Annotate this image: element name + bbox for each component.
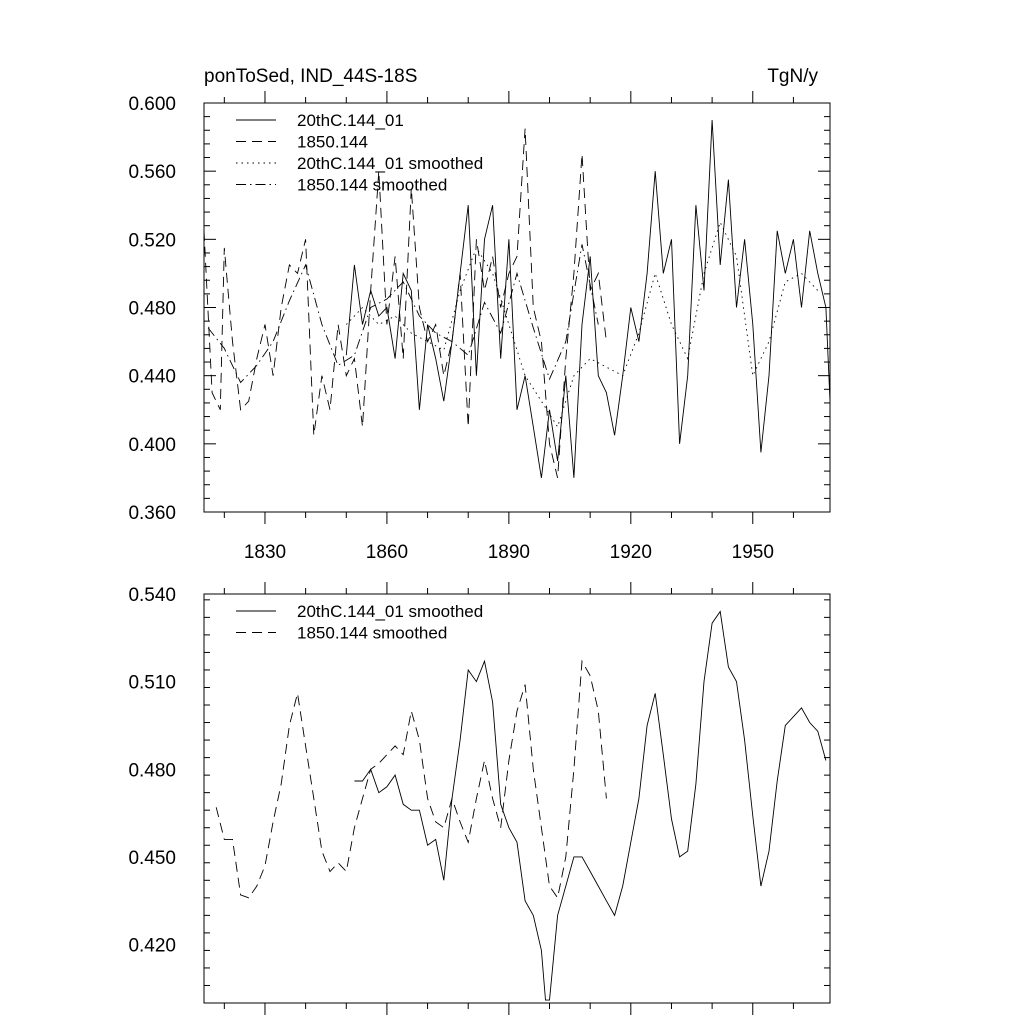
y-tick-label: 0.360 — [128, 503, 176, 524]
x-tick-label: 1860 — [366, 542, 408, 563]
bottom-legend: 20thC.144_01 smoothed 1850.144 smoothed — [236, 602, 483, 643]
legend-label: 20thC.144_01 smoothed — [297, 602, 483, 621]
units-label: TgN/y — [767, 66, 818, 87]
x-tick-label: 1830 — [244, 542, 286, 563]
top-ticks-layer: 0.360 0.400 0.440 0.480 0.520 0.560 0.600 1830 1… — [128, 91, 830, 563]
legend-label: 20thC.144_01 — [297, 111, 404, 130]
x-tick-label: 1950 — [732, 542, 774, 563]
x-tick-label: 1890 — [488, 542, 530, 563]
bottom-series-layer — [215, 610, 827, 1001]
bottom-ticks-layer: 0.420 0.450 0.480 0.510 0.540 — [128, 582, 830, 1015]
top-legend: 20thC.144_01 1850.144 20thC.144_01 smoothe… — [236, 111, 483, 195]
bottom-panel: 0.420 0.450 0.480 0.510 0.540 20thC.144_01 s… — [128, 582, 831, 1015]
bottom-plot-frame — [203, 593, 831, 1004]
top-series-20thc-144-01 — [345, 119, 831, 478]
legend-label: 20thC.144_01 smoothed — [297, 154, 483, 173]
chart-title: ponToSed, IND_44S-18S — [204, 66, 417, 87]
bottom-series-20thc-144-01-smoothed — [354, 610, 827, 1001]
y-tick-label: 0.400 — [128, 435, 176, 456]
y-tick-label: 0.520 — [128, 230, 176, 251]
top-series-layer — [203, 119, 831, 479]
y-tick-label: 0.510 — [128, 673, 176, 694]
bottom-series-1850-144-smoothed — [215, 659, 607, 899]
y-tick-label: 0.480 — [128, 760, 176, 781]
y-tick-label: 0.450 — [128, 848, 176, 869]
top-series-1850-144-smoothed — [207, 244, 599, 384]
top-plot-frame — [203, 102, 831, 513]
y-tick-label: 0.440 — [128, 367, 176, 388]
top-panel: ponToSed, IND_44S-18S TgN/y 0.3600.4000.… — [128, 66, 831, 563]
legend-label: 1850.144 smoothed — [297, 176, 447, 195]
top-series-1850-144 — [203, 128, 607, 479]
y-tick-label: 0.540 — [128, 585, 176, 606]
legend-label: 1850.144 — [297, 133, 368, 152]
y-tick-label: 0.480 — [128, 299, 176, 320]
x-tick-label: 1920 — [610, 542, 652, 563]
y-tick-label: 0.420 — [128, 936, 176, 957]
legend-label: 1850.144 smoothed — [297, 624, 447, 643]
y-tick-label: 0.600 — [128, 94, 176, 115]
y-tick-label: 0.560 — [128, 162, 176, 183]
